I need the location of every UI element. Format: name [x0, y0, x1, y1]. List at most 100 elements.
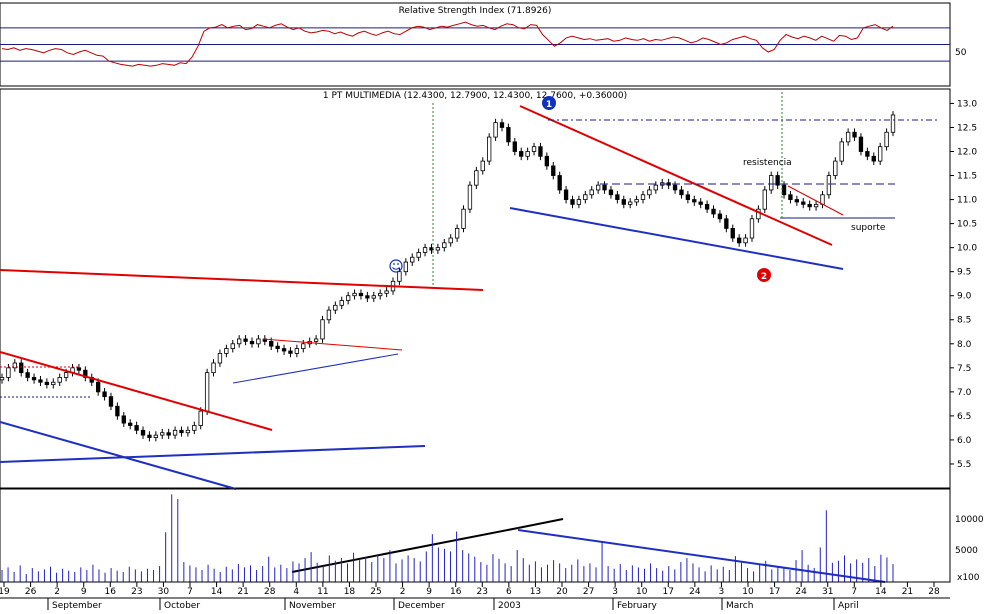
candle-body	[570, 199, 575, 205]
x-tick-label: 24	[689, 587, 701, 597]
candle-body	[801, 201, 806, 205]
month-label: February	[617, 601, 658, 610]
candle	[628, 198, 633, 209]
candle-body	[204, 372, 210, 412]
candle	[608, 186, 614, 199]
candle-body	[333, 304, 338, 311]
candle-body	[128, 422, 133, 426]
volume-trend-black	[291, 527, 519, 573]
candle	[878, 142, 883, 165]
candle-body	[301, 343, 306, 349]
candle-body	[44, 381, 50, 386]
candle	[833, 157, 838, 180]
candle-body	[397, 271, 402, 282]
candle-body	[538, 146, 543, 157]
candle-body	[345, 295, 351, 301]
candle	[140, 426, 146, 439]
x-tick-label: 6	[506, 587, 512, 597]
candle-body	[410, 256, 415, 263]
candle	[538, 142, 543, 161]
volume-bars-group	[1, 494, 894, 582]
candle-body	[467, 184, 473, 210]
candle	[121, 412, 126, 427]
candle	[724, 214, 729, 233]
candle	[595, 181, 601, 194]
candle-body	[365, 295, 370, 299]
x-tick-label: 26	[25, 587, 37, 597]
candle-body	[38, 379, 43, 383]
candle-body	[878, 146, 883, 162]
candle-body	[237, 338, 242, 345]
candle	[262, 335, 267, 346]
candle-body	[531, 146, 537, 152]
candle-body	[608, 189, 614, 196]
candle	[461, 205, 466, 233]
candle-body	[172, 429, 178, 436]
price-tick-label: 8.5	[957, 316, 971, 326]
candle	[487, 133, 492, 165]
month-label: March	[726, 601, 753, 610]
candle-body	[192, 425, 197, 431]
candle	[576, 195, 582, 209]
candle-body	[12, 362, 17, 369]
price-tick-label: 10.5	[957, 220, 977, 230]
candle	[166, 428, 171, 439]
candle	[493, 118, 498, 141]
candle	[192, 421, 197, 435]
candle-body	[480, 160, 485, 172]
candle-body	[749, 218, 755, 239]
candle	[890, 111, 896, 137]
candle-body	[602, 184, 607, 191]
x-tick-label: 13	[530, 587, 541, 597]
x-tick-label: 23	[131, 587, 142, 597]
candle	[467, 181, 473, 214]
candle-body	[102, 391, 107, 398]
candle	[647, 186, 652, 199]
candle-body	[711, 208, 716, 215]
candle-body	[845, 131, 851, 143]
candle-body	[31, 377, 37, 381]
candle	[326, 306, 332, 324]
x-tick-label: 9	[81, 587, 87, 597]
candle	[512, 138, 517, 156]
candle-body	[820, 194, 825, 205]
candle-body	[685, 194, 691, 200]
candle	[845, 128, 851, 146]
candle-body	[6, 367, 11, 378]
candle-body	[281, 348, 287, 352]
candle	[640, 190, 646, 204]
x-tick-label: 28	[928, 587, 940, 597]
candle	[19, 359, 24, 377]
candle	[736, 234, 742, 247]
candle-body	[704, 203, 710, 210]
candle	[172, 426, 178, 439]
volume-trend-black-ext	[517, 518, 564, 529]
candle	[198, 407, 203, 430]
candle	[288, 347, 293, 358]
candle	[685, 190, 691, 204]
candle	[756, 205, 761, 223]
candle	[31, 373, 37, 384]
candle-body	[294, 348, 300, 354]
candle-body	[833, 160, 838, 176]
candle-body	[519, 151, 524, 157]
candle	[602, 181, 607, 194]
trendline-blue-3	[509, 207, 844, 270]
trendline-blue-1	[0, 421, 237, 490]
candle	[807, 200, 812, 211]
candle	[134, 421, 139, 435]
price-tick-label: 8.0	[957, 340, 972, 350]
price-title: 1 PT MULTIMEDIA (12.4300, 12.7900, 12.43…	[323, 91, 627, 101]
candle-body	[63, 372, 69, 378]
candle-body	[724, 218, 729, 229]
candle-body	[95, 381, 101, 393]
trendline-red-2	[0, 269, 484, 291]
candle	[153, 431, 159, 442]
candle	[371, 291, 376, 302]
x-tick-label: 14	[875, 587, 887, 597]
candle	[70, 363, 75, 377]
candle-body	[160, 432, 165, 436]
price-tick-label: 9.5	[957, 268, 971, 278]
candle	[704, 200, 710, 214]
